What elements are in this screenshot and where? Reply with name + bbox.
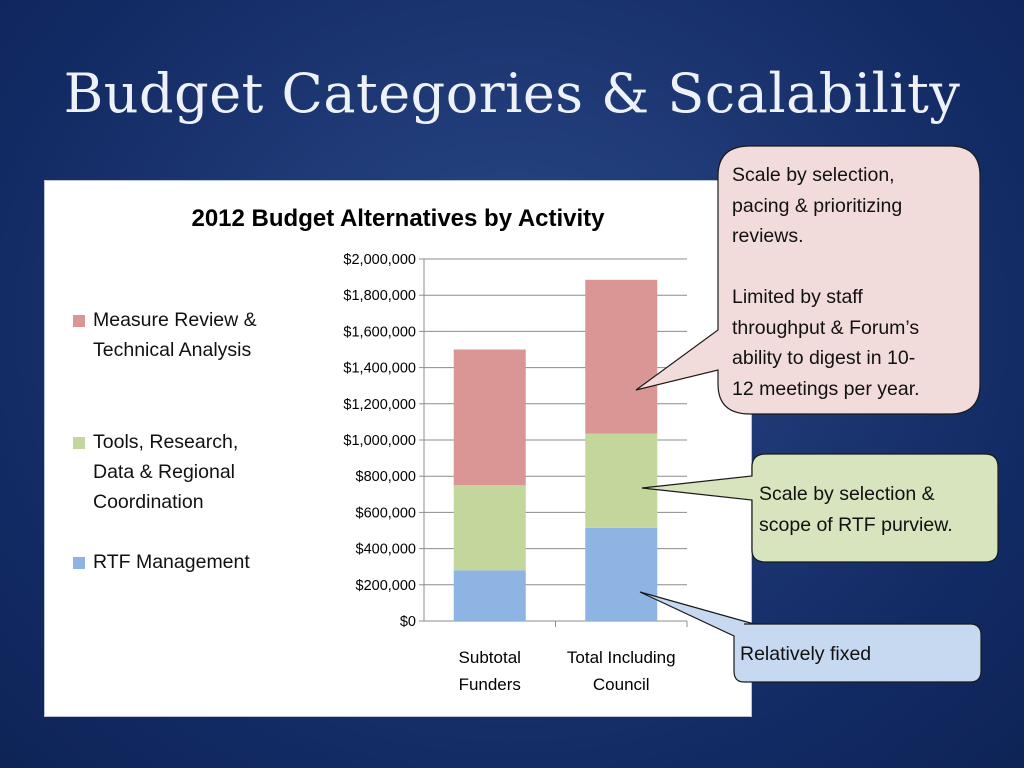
legend-swatch-tools-research (73, 437, 85, 449)
y-tick-label: $600,000 (356, 505, 416, 521)
bar-segment (585, 527, 658, 621)
stacked-bar-chart: 2012 Budget Alternatives by Activity $0 $2… (191, 205, 688, 694)
legend-label-line: Measure Review & (93, 309, 257, 331)
y-tick-label: $800,000 (356, 469, 416, 485)
x-tick-label: Subtotal (459, 648, 521, 667)
y-tick-label: $1,600,000 (343, 324, 416, 340)
bar-segment (453, 570, 526, 621)
y-tick-label: $0 (400, 614, 416, 630)
legend-label-line: RTF Management (93, 551, 250, 573)
callout-rtf-management-text: Relatively fixed (740, 643, 872, 665)
legend-label-line: Tools, Research, (93, 431, 239, 453)
bar-segment (585, 279, 658, 434)
y-tick-label: $1,000,000 (343, 433, 416, 449)
x-tick-label: Total Including (567, 648, 676, 667)
y-tick-label: $1,200,000 (343, 397, 416, 413)
bar-segment (453, 485, 526, 571)
y-tick-label: $2,000,000 (343, 252, 416, 268)
y-tick-label: $1,400,000 (343, 361, 416, 377)
legend-label-line: Coordination (93, 491, 204, 513)
legend-label-line: Technical Analysis (93, 339, 252, 361)
legend-swatch-measure-review (73, 315, 85, 327)
y-tick-label: $200,000 (356, 578, 416, 594)
y-tick-label: $1,800,000 (343, 288, 416, 304)
legend-swatch-rtf-management (73, 557, 85, 569)
bar-segment (585, 433, 658, 528)
chart-title: 2012 Budget Alternatives by Activity (191, 205, 605, 232)
callout-measure-review-text: Scale by selection, pacing & prioritizin… (732, 164, 920, 400)
x-tick-label: Funders (459, 675, 521, 694)
callout-tools-research-text: Scale by selection & scope of RTF purvie… (759, 483, 953, 536)
x-tick-label: Council (593, 675, 650, 694)
chart-panel: 2012 Budget Alternatives by Activity $0 $2… (44, 180, 752, 717)
bar-segment (453, 349, 526, 486)
slide-title: Budget Categories & Scalability (63, 62, 961, 125)
legend-label-line: Data & Regional (93, 461, 236, 483)
y-tick-label: $400,000 (356, 542, 416, 558)
